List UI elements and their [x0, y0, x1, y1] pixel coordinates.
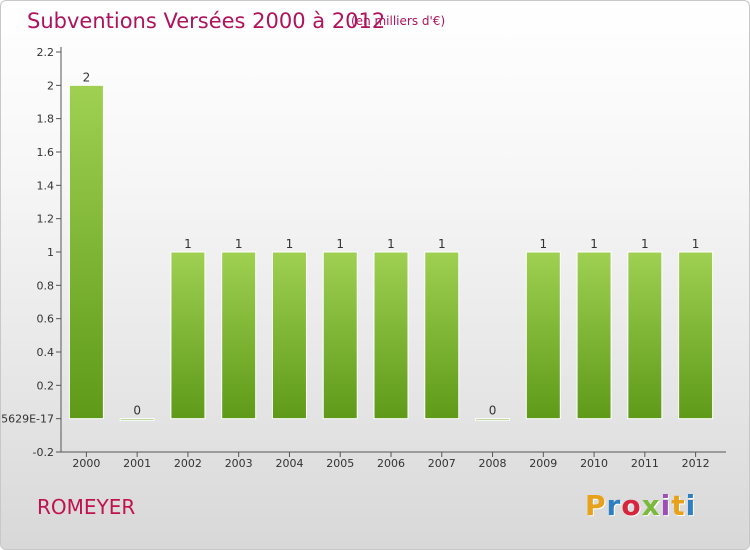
- y-tick-label: 1.6: [37, 146, 55, 159]
- x-tick-label: 2009: [529, 457, 557, 470]
- y-tick-label: 1.8: [37, 113, 55, 126]
- data-label: 1: [235, 237, 243, 251]
- data-label: 1: [387, 237, 395, 251]
- data-label: 0: [133, 404, 141, 418]
- bar: [119, 418, 155, 421]
- y-tick-label: 2: [47, 79, 54, 92]
- brand-letter: r: [606, 489, 622, 522]
- bar: [271, 251, 307, 420]
- data-label: 1: [590, 237, 598, 251]
- data-label: 1: [438, 237, 446, 251]
- x-tick-label: 2010: [580, 457, 608, 470]
- x-tick-label: 2000: [72, 457, 100, 470]
- data-label: 2: [83, 70, 91, 84]
- x-tick-label: 2006: [377, 457, 405, 470]
- x-tick-label: 2001: [123, 457, 151, 470]
- y-tick-label: 0.2: [37, 379, 55, 392]
- y-tick-label: 0.4: [37, 346, 55, 359]
- bars: [68, 84, 714, 421]
- y-tick-label: 2.2: [37, 46, 55, 59]
- y-tick-label: 1.2: [37, 213, 55, 226]
- chart-title: Subventions Versées 2000 à 2012: [27, 9, 386, 33]
- y-tick-label: 1.4: [37, 179, 55, 192]
- brand-letter: x: [641, 489, 661, 522]
- bar: [525, 251, 561, 420]
- x-tick-label: 2012: [682, 457, 710, 470]
- x-tick-label: 2005: [326, 457, 354, 470]
- bar: [678, 251, 714, 420]
- brand-letter: P: [585, 489, 607, 522]
- y-tick-label: 1: [47, 246, 54, 259]
- x-tick-label: 2007: [428, 457, 456, 470]
- chart-unit-note: (en milliers d'€): [351, 14, 446, 28]
- brand-letter: i: [660, 489, 672, 522]
- y-tick-label: -1.15629E-17: [1, 413, 54, 426]
- bar: [221, 251, 257, 420]
- data-label: 1: [692, 237, 700, 251]
- data-label: 0: [489, 404, 497, 418]
- data-label: 1: [184, 237, 192, 251]
- data-label: 1: [641, 237, 649, 251]
- brand-letter: t: [671, 489, 686, 522]
- data-label: 1: [539, 237, 547, 251]
- bar: [475, 418, 511, 421]
- data-label: 1: [286, 237, 294, 251]
- bar: [424, 251, 460, 420]
- brand-letter: i: [685, 489, 697, 522]
- x-tick-label: 2002: [174, 457, 202, 470]
- brand-letter: o: [621, 489, 642, 522]
- bar: [576, 251, 612, 420]
- proxiti-logo[interactable]: Proxiti: [585, 489, 696, 522]
- bar: [68, 84, 104, 420]
- commune-name: ROMEYER: [37, 495, 136, 519]
- data-labels: 2 0 1 1 1 1 1 1 0 1 1 1 1: [83, 70, 700, 417]
- bar: [627, 251, 663, 420]
- x-axis: 2000 2001 2002 2003 2004 2005 2006 2007 2008 2009…: [61, 451, 726, 470]
- bar: [373, 251, 409, 420]
- x-tick-label: 2008: [479, 457, 507, 470]
- y-tick-label: 0.8: [37, 279, 55, 292]
- bar: [170, 251, 206, 420]
- data-label: 1: [336, 237, 344, 251]
- y-tick-label: 0.6: [37, 313, 55, 326]
- y-axis: -0.2 -1.15629E-17 0.2 0.4 0.6 0.8 1 1.2 1.4 1.6 1.…: [1, 46, 62, 459]
- bar: [322, 251, 358, 420]
- x-tick-label: 2004: [275, 457, 303, 470]
- y-tick-label: -0.2: [33, 446, 54, 459]
- x-tick-label: 2003: [225, 457, 253, 470]
- x-tick-label: 2011: [631, 457, 659, 470]
